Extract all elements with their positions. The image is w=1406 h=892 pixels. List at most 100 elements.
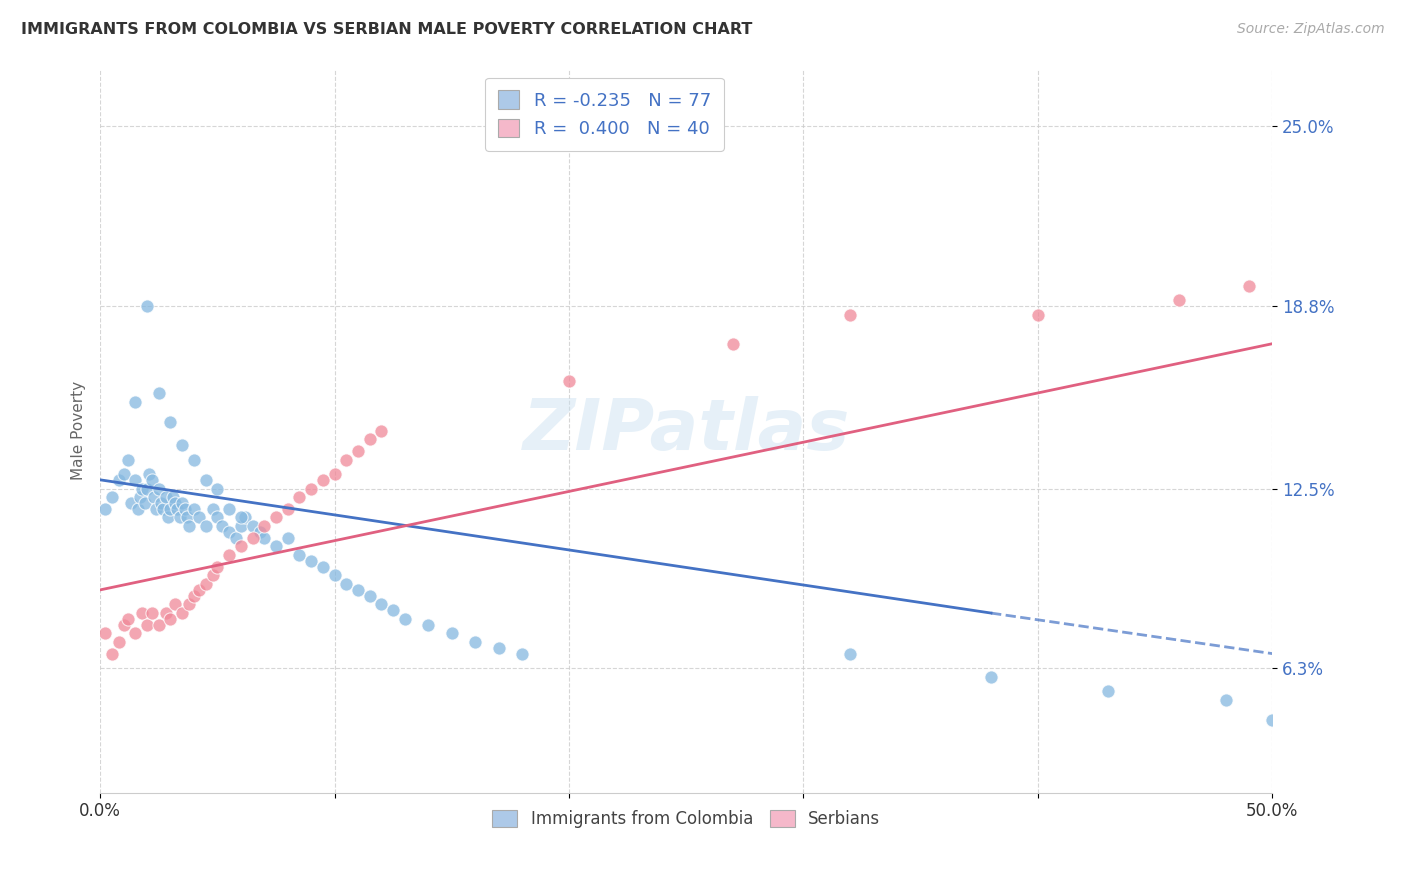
Point <box>101 490 124 504</box>
Point <box>179 519 201 533</box>
Point <box>165 598 187 612</box>
Point <box>94 501 117 516</box>
Point <box>312 473 335 487</box>
Point <box>194 519 217 533</box>
Point <box>225 531 247 545</box>
Point <box>143 490 166 504</box>
Point <box>980 670 1002 684</box>
Point <box>229 510 252 524</box>
Point <box>207 482 229 496</box>
Point <box>136 482 159 496</box>
Point <box>218 501 240 516</box>
Point <box>159 501 181 516</box>
Point <box>207 559 229 574</box>
Point <box>242 519 264 533</box>
Point <box>136 299 159 313</box>
Point <box>172 496 194 510</box>
Point <box>264 540 287 554</box>
Point <box>839 308 862 322</box>
Point <box>187 582 209 597</box>
Point <box>510 647 533 661</box>
Point <box>335 452 357 467</box>
Point <box>1237 278 1260 293</box>
Point <box>127 501 149 516</box>
Point <box>370 598 392 612</box>
Point <box>359 589 381 603</box>
Point <box>124 626 146 640</box>
Point <box>370 424 392 438</box>
Y-axis label: Male Poverty: Male Poverty <box>72 381 86 480</box>
Point <box>277 531 299 545</box>
Point <box>242 531 264 545</box>
Point <box>159 612 181 626</box>
Point <box>172 606 194 620</box>
Point <box>299 554 322 568</box>
Point <box>141 473 163 487</box>
Point <box>488 640 510 655</box>
Point <box>347 443 370 458</box>
Point <box>194 473 217 487</box>
Point <box>1167 293 1189 308</box>
Point <box>288 548 311 562</box>
Point <box>179 598 201 612</box>
Point <box>155 490 177 504</box>
Point <box>148 617 170 632</box>
Text: Source: ZipAtlas.com: Source: ZipAtlas.com <box>1237 22 1385 37</box>
Point <box>229 540 252 554</box>
Point <box>440 626 463 640</box>
Point <box>120 496 142 510</box>
Point <box>159 415 181 429</box>
Point <box>253 519 276 533</box>
Point <box>194 577 217 591</box>
Text: IMMIGRANTS FROM COLOMBIA VS SERBIAN MALE POVERTY CORRELATION CHART: IMMIGRANTS FROM COLOMBIA VS SERBIAN MALE… <box>21 22 752 37</box>
Point <box>129 490 152 504</box>
Point <box>101 647 124 661</box>
Point <box>94 626 117 640</box>
Point <box>288 490 311 504</box>
Point <box>124 394 146 409</box>
Point <box>721 336 744 351</box>
Point <box>172 438 194 452</box>
Point <box>124 473 146 487</box>
Point <box>1097 684 1119 698</box>
Point <box>165 496 187 510</box>
Point <box>183 501 205 516</box>
Point <box>134 496 156 510</box>
Point <box>131 482 153 496</box>
Point <box>218 548 240 562</box>
Point <box>117 612 139 626</box>
Point <box>839 647 862 661</box>
Point <box>201 568 224 582</box>
Point <box>183 452 205 467</box>
Point <box>207 510 229 524</box>
Point <box>235 510 257 524</box>
Point <box>176 510 198 524</box>
Point <box>359 432 381 446</box>
Point <box>253 531 276 545</box>
Point <box>558 375 581 389</box>
Point <box>335 577 357 591</box>
Point <box>141 606 163 620</box>
Point <box>249 524 271 539</box>
Point <box>218 524 240 539</box>
Point <box>138 467 160 481</box>
Point <box>312 559 335 574</box>
Point <box>148 386 170 401</box>
Point <box>323 467 346 481</box>
Point <box>264 510 287 524</box>
Point <box>117 452 139 467</box>
Point <box>1261 713 1284 727</box>
Point <box>201 501 224 516</box>
Point <box>157 510 180 524</box>
Point <box>148 482 170 496</box>
Point <box>108 635 131 649</box>
Point <box>464 635 486 649</box>
Point <box>299 482 322 496</box>
Point <box>211 519 233 533</box>
Point <box>187 510 209 524</box>
Point <box>382 603 405 617</box>
Point <box>1026 308 1049 322</box>
Point <box>1215 693 1237 707</box>
Point <box>152 501 174 516</box>
Point <box>173 501 195 516</box>
